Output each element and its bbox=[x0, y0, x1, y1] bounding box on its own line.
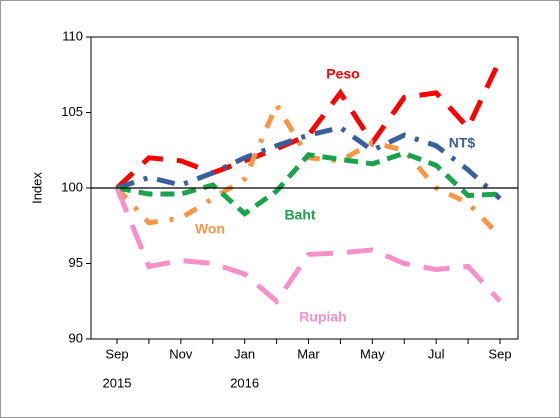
series-label: NT$ bbox=[449, 135, 476, 151]
x-tick-label: Sep bbox=[105, 346, 128, 361]
series-label: Peso bbox=[326, 66, 359, 82]
series-label: Baht bbox=[284, 207, 315, 223]
y-tick-label: 105 bbox=[61, 104, 83, 119]
y-tick-label: 100 bbox=[61, 179, 83, 194]
x-tick-label: May bbox=[360, 346, 385, 361]
series-line bbox=[115, 58, 503, 190]
x-year-label: 2016 bbox=[230, 375, 259, 390]
series-line bbox=[116, 124, 502, 201]
series-line bbox=[114, 187, 502, 305]
x-tick-label: Jul bbox=[428, 346, 445, 361]
y-tick-label: 110 bbox=[62, 28, 83, 43]
y-axis-label: Index bbox=[29, 172, 44, 204]
series-line bbox=[116, 150, 501, 217]
x-tick-label: Sep bbox=[488, 346, 511, 361]
y-tick-label: 95 bbox=[69, 255, 83, 270]
x-tick-label: Mar bbox=[297, 346, 320, 361]
x-tick-label: Nov bbox=[169, 346, 193, 361]
series-label: Rupiah bbox=[299, 309, 346, 325]
y-tick-label: 90 bbox=[69, 330, 83, 345]
series-label: Won bbox=[195, 221, 225, 237]
x-year-label: 2015 bbox=[103, 375, 132, 390]
x-tick-label: Jan bbox=[234, 346, 255, 361]
